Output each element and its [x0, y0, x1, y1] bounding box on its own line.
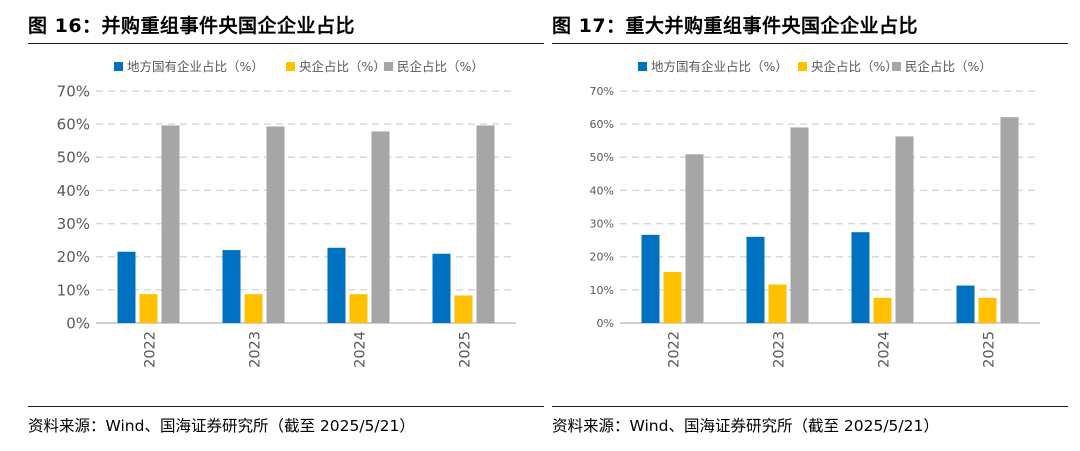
legend-swatch-central-soe	[286, 62, 295, 71]
figure-16-chart: 地方国有企业占比（%） 央企占比（%） 民企占比（%） 0% 10% 20% 30% 40% 5…	[57, 59, 516, 368]
bar-private-2024	[895, 136, 914, 323]
y-tick-label: 30%	[57, 215, 90, 233]
y-tick-label: 40%	[590, 184, 614, 197]
x-tick-label: 2023	[772, 331, 788, 368]
figure-17-source: 资料来源：Wind、国海证券研究所（截至 2025/5/21）	[552, 417, 939, 435]
legend-swatch-local-soe	[638, 62, 647, 71]
bar-local-soe-2024	[851, 232, 870, 323]
bar-private-2022	[685, 154, 704, 323]
bar-central-soe-2024	[349, 294, 368, 323]
bar-central-soe-2024	[873, 297, 892, 323]
bar-local-soe-2025	[956, 285, 975, 323]
legend-label-central-soe: 央企占比（%）	[299, 59, 386, 74]
legend-swatch-central-soe	[798, 62, 807, 71]
figure-16-title: 图 16：并购重组事件央国企企业占比	[28, 15, 356, 37]
bar-central-soe-2025	[454, 295, 473, 323]
legend-label-private: 民企占比（%）	[905, 59, 992, 74]
x-tick-label: 2024	[353, 331, 369, 368]
legend-label-local-soe: 地方国有企业占比（%）	[651, 59, 788, 74]
x-tick-label: 2024	[877, 331, 893, 368]
bar-central-soe-2022	[139, 294, 158, 323]
legend-label-local-soe: 地方国有企业占比（%）	[127, 59, 264, 74]
bar-local-soe-2022	[117, 251, 136, 323]
bar-central-soe-2025	[978, 297, 997, 323]
figure-16-bottom-rule	[28, 406, 544, 407]
y-tick-label: 0%	[66, 314, 90, 332]
chart-legend: 地方国有企业占比（%） 央企占比（%） 民企占比（%）	[114, 59, 484, 74]
y-tick-label: 0%	[597, 317, 614, 330]
figure-16-source: 资料来源：Wind、国海证券研究所（截至 2025/5/21）	[28, 417, 415, 435]
figure-17-title-rule	[552, 43, 1068, 44]
x-tick-label: 2022	[143, 331, 159, 368]
y-tick-label: 70%	[57, 82, 90, 100]
bar-private-2025	[1000, 117, 1019, 323]
legend-swatch-private	[384, 62, 393, 71]
y-tick-label: 50%	[57, 149, 90, 167]
y-tick-label: 50%	[590, 151, 614, 164]
y-tick-label: 10%	[57, 281, 90, 299]
x-tick-label: 2025	[982, 331, 998, 368]
bar-central-soe-2023	[768, 284, 787, 323]
figure-17-chart: 地方国有企业占比（%） 央企占比（%） 民企占比（%） 0% 10% 20% 30% 40% 5…	[590, 59, 1040, 368]
y-tick-label: 30%	[590, 218, 614, 231]
x-tick-label: 2025	[458, 331, 474, 368]
figure-17-panel: 图 17：重大并购重组事件央国企企业占比 地方国有企业占比（%） 央企占比（%） 民…	[552, 0, 1068, 451]
bar-central-soe-2022	[663, 271, 682, 323]
bar-local-soe-2024	[327, 247, 346, 323]
bar-local-soe-2023	[222, 250, 241, 323]
legend-swatch-local-soe	[114, 62, 123, 71]
y-tick-label: 10%	[590, 284, 614, 297]
bar-private-2024	[371, 131, 390, 323]
bar-local-soe-2025	[432, 253, 451, 323]
x-tick-label: 2023	[248, 331, 264, 368]
bar-private-2025	[476, 125, 495, 324]
legend-swatch-private	[892, 62, 901, 71]
chart-legend: 地方国有企业占比（%） 央企占比（%） 民企占比（%）	[638, 59, 992, 74]
bar-local-soe-2023	[746, 236, 765, 323]
bar-local-soe-2022	[641, 234, 660, 323]
y-tick-label: 70%	[590, 85, 614, 98]
legend-label-central-soe: 央企占比（%）	[811, 59, 898, 74]
figure-17-bottom-rule	[552, 406, 1068, 407]
x-tick-label: 2022	[667, 331, 683, 368]
y-tick-label: 60%	[590, 118, 614, 131]
y-tick-label: 20%	[590, 251, 614, 264]
bar-central-soe-2023	[244, 294, 263, 323]
figure-16-title-rule	[28, 43, 544, 44]
figure-17-title: 图 17：重大并购重组事件央国企企业占比	[552, 15, 919, 37]
y-tick-label: 40%	[57, 182, 90, 200]
bar-private-2023	[790, 127, 809, 323]
legend-label-private: 民企占比（%）	[397, 59, 484, 74]
y-tick-label: 60%	[57, 116, 90, 134]
bar-private-2022	[161, 125, 180, 324]
y-tick-label: 20%	[57, 248, 90, 266]
figure-16-panel: 图 16：并购重组事件央国企企业占比 地方国有企业占比（%） 央企占比（%） 民企占…	[28, 0, 544, 451]
bar-private-2023	[266, 126, 285, 323]
